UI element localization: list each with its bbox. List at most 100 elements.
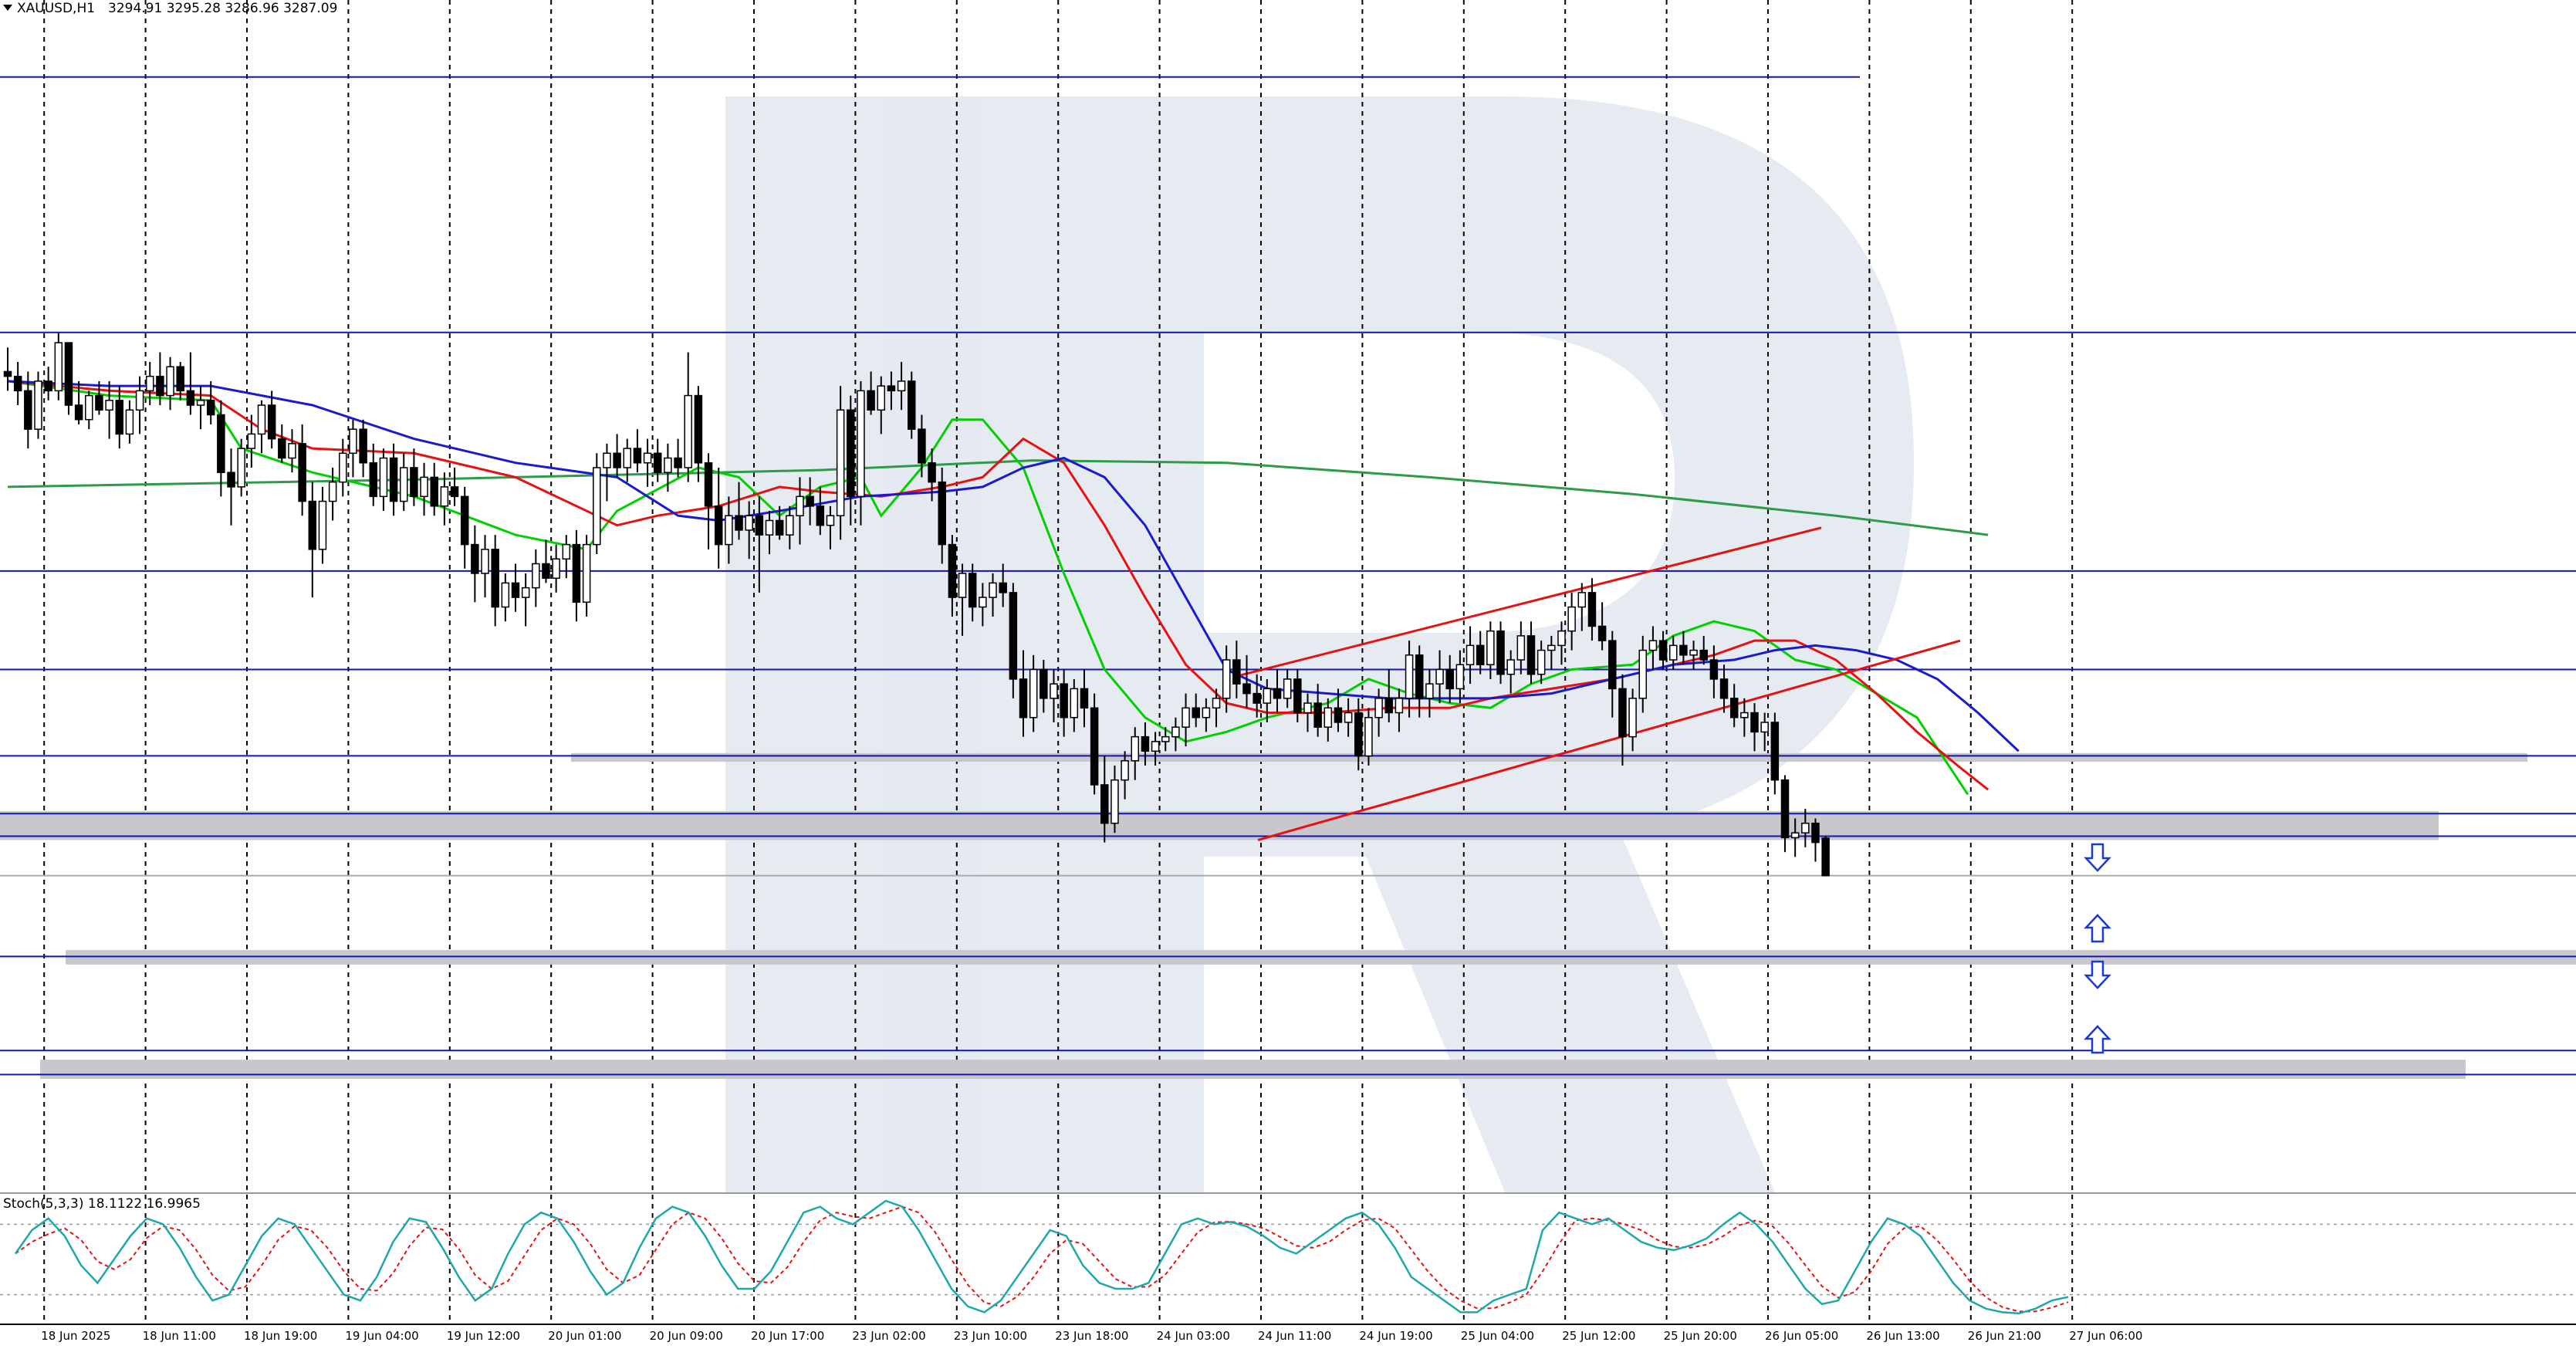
candle [1374,688,1383,737]
candle [1486,621,1495,679]
candle [836,386,845,540]
candle [1182,693,1190,747]
candle [1628,688,1637,752]
moving-average-line [7,380,2020,752]
candle [288,429,296,473]
candle [1577,583,1587,631]
candle [979,583,987,627]
price-channel[interactable] [1234,526,1961,841]
candle [1567,592,1576,651]
candle [1668,635,1678,670]
candle [1526,621,1536,685]
candle [1070,678,1079,732]
candle [786,505,794,549]
candle [887,371,896,411]
candle [552,544,560,593]
candle [13,361,22,406]
candle [765,511,774,555]
candle [1740,698,1749,737]
candle [928,448,936,502]
candles [3,333,1830,877]
candle [1100,756,1109,843]
candle [1060,669,1068,737]
candle [420,462,428,516]
candle [125,400,134,444]
candle [1222,645,1231,713]
candle [1029,654,1038,732]
candle [1394,688,1404,732]
ohlc-values: 3294.91 3295.28 3286.96 3287.09 [108,1,337,16]
candle [3,347,12,391]
x-tick-label: 19 Jun 04:00 [345,1329,418,1343]
candle [186,352,195,415]
broker-logo-watermark [725,96,1914,1192]
candle [1679,631,1688,665]
candle [1709,645,1719,698]
x-tick-label: 23 Jun 02:00 [852,1329,925,1343]
candle [1171,717,1180,752]
candle [968,563,977,622]
candle [684,352,692,482]
candle [1111,766,1119,833]
candle [633,429,642,473]
horizontal-levels[interactable] [0,76,2576,1076]
x-tick-label: 23 Jun 18:00 [1055,1329,1128,1343]
candle [389,443,398,516]
candle [105,380,113,439]
support-zone [0,811,2439,840]
candle [1202,698,1211,732]
candle [54,333,63,401]
candle [775,505,784,540]
candle [481,535,489,598]
candle [532,549,540,607]
candle [237,438,245,497]
candle [1790,818,1800,857]
x-tick-label: 26 Jun 13:00 [1866,1329,1939,1343]
candle [1648,626,1658,670]
x-tick-label: 24 Jun 03:00 [1157,1329,1230,1343]
candle [1496,621,1505,685]
x-tick-label: 26 Jun 05:00 [1765,1329,1838,1343]
candle [1801,809,1810,847]
candle [34,371,42,439]
candle [359,419,367,478]
candle [1536,641,1546,685]
candle [948,535,957,617]
candle [74,380,83,424]
candle [1506,650,1515,694]
candle [1780,775,1790,853]
candle [593,453,601,555]
candle [450,467,459,506]
x-tick-label: 27 Jun 06:00 [2069,1329,2142,1343]
channel-lower-line[interactable] [1257,639,1961,841]
candle [542,539,550,583]
candle [24,371,32,449]
candle [1770,712,1780,795]
x-tick-label: 25 Jun 04:00 [1461,1329,1534,1343]
symbol-label: XAUUSD,H1 [17,1,95,16]
moving-averages [7,380,2020,796]
candle [1608,631,1617,718]
candle [64,342,73,415]
x-tick-label: 20 Jun 17:00 [751,1329,824,1343]
candle [1273,669,1282,713]
candle [44,367,52,401]
candle [1293,669,1302,722]
candle [897,361,906,411]
candle [1212,688,1221,728]
candle [989,573,997,617]
candle [1253,674,1261,718]
channel-upper-line[interactable] [1234,526,1822,678]
moving-average-line [7,459,1989,536]
candle [1040,660,1048,713]
candle [725,496,733,564]
candle [1516,621,1526,674]
candle [1425,669,1434,718]
candle [1465,626,1475,685]
candle [1283,669,1292,708]
dropdown-triangle-icon[interactable] [3,5,12,11]
candle [1263,678,1272,722]
candle [196,386,205,430]
candle [714,467,723,569]
